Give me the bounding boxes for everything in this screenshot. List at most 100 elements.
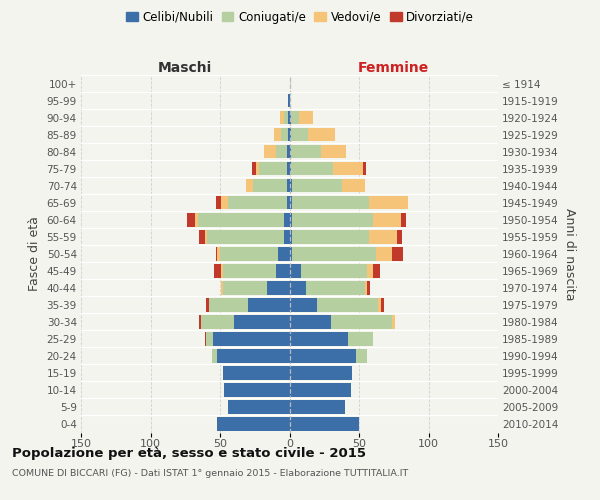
Bar — [363, 162, 366, 175]
Bar — [306, 281, 365, 294]
Bar — [381, 298, 384, 312]
Bar — [292, 230, 369, 243]
Bar — [223, 264, 275, 278]
Bar — [373, 213, 401, 226]
Bar — [253, 179, 287, 192]
Bar — [205, 332, 206, 345]
Bar — [290, 264, 301, 278]
Bar — [216, 247, 217, 260]
Bar — [287, 196, 290, 209]
Bar — [208, 230, 284, 243]
Bar — [290, 111, 291, 124]
Bar — [369, 196, 407, 209]
Bar — [223, 281, 267, 294]
Legend: Celibi/Nubili, Coniugati/e, Vedovi/e, Divorziati/e: Celibi/Nubili, Coniugati/e, Vedovi/e, Di… — [121, 6, 479, 28]
Bar — [216, 196, 221, 209]
Bar — [288, 94, 290, 108]
Bar — [267, 281, 290, 294]
Bar — [367, 281, 370, 294]
Bar — [281, 128, 288, 141]
Bar — [299, 111, 313, 124]
Bar — [187, 213, 195, 226]
Bar — [291, 111, 299, 124]
Bar — [247, 179, 253, 192]
Bar — [290, 230, 292, 243]
Bar — [365, 281, 367, 294]
Bar — [280, 111, 284, 124]
Bar — [195, 213, 198, 226]
Bar — [290, 213, 292, 226]
Bar — [290, 247, 292, 260]
Bar — [284, 111, 288, 124]
Bar — [290, 366, 352, 380]
Bar — [343, 179, 365, 192]
Y-axis label: Fasce di età: Fasce di età — [28, 216, 41, 291]
Bar — [292, 196, 369, 209]
Bar — [332, 162, 363, 175]
Bar — [212, 349, 217, 362]
Bar — [199, 315, 200, 328]
Bar — [217, 247, 220, 260]
Bar — [397, 230, 402, 243]
Bar — [223, 366, 290, 380]
Bar — [373, 264, 380, 278]
Bar — [291, 162, 332, 175]
Bar — [256, 162, 259, 175]
Bar — [290, 196, 292, 209]
Bar — [290, 332, 348, 345]
Bar — [367, 264, 373, 278]
Bar — [348, 332, 373, 345]
Bar — [379, 298, 381, 312]
Bar — [224, 383, 290, 397]
Bar — [317, 298, 379, 312]
Bar — [290, 315, 331, 328]
Bar — [220, 247, 278, 260]
Bar — [292, 247, 376, 260]
Bar — [308, 128, 335, 141]
Bar — [206, 332, 213, 345]
Bar — [290, 179, 292, 192]
Bar — [229, 400, 290, 414]
Bar — [392, 247, 403, 260]
Bar — [291, 145, 322, 158]
Bar — [221, 264, 223, 278]
Bar — [252, 162, 256, 175]
Bar — [275, 264, 290, 278]
Bar — [301, 264, 367, 278]
Bar — [287, 145, 290, 158]
Bar — [205, 230, 208, 243]
Bar — [217, 349, 290, 362]
Bar — [331, 315, 392, 328]
Bar — [209, 298, 248, 312]
Bar — [290, 349, 356, 362]
Bar — [229, 196, 287, 209]
Bar — [284, 213, 290, 226]
Bar — [290, 383, 350, 397]
Bar — [288, 128, 290, 141]
Bar — [290, 145, 291, 158]
Bar — [292, 179, 343, 192]
Bar — [322, 145, 346, 158]
Text: Femmine: Femmine — [358, 61, 430, 75]
Bar — [376, 247, 392, 260]
Bar — [369, 230, 397, 243]
Bar — [198, 213, 284, 226]
Bar — [234, 315, 290, 328]
Bar — [290, 162, 291, 175]
Bar — [200, 315, 234, 328]
Bar — [287, 162, 290, 175]
Y-axis label: Anni di nascita: Anni di nascita — [563, 208, 575, 300]
Bar — [401, 213, 406, 226]
Bar — [288, 111, 290, 124]
Bar — [356, 349, 367, 362]
Bar — [287, 179, 290, 192]
Bar — [392, 315, 395, 328]
Bar — [278, 247, 290, 260]
Bar — [199, 230, 205, 243]
Bar — [284, 230, 290, 243]
Bar — [214, 264, 221, 278]
Bar — [259, 162, 287, 175]
Text: COMUNE DI BICCARI (FG) - Dati ISTAT 1° gennaio 2015 - Elaborazione TUTTITALIA.IT: COMUNE DI BICCARI (FG) - Dati ISTAT 1° g… — [12, 469, 408, 478]
Bar — [206, 298, 209, 312]
Bar — [221, 281, 223, 294]
